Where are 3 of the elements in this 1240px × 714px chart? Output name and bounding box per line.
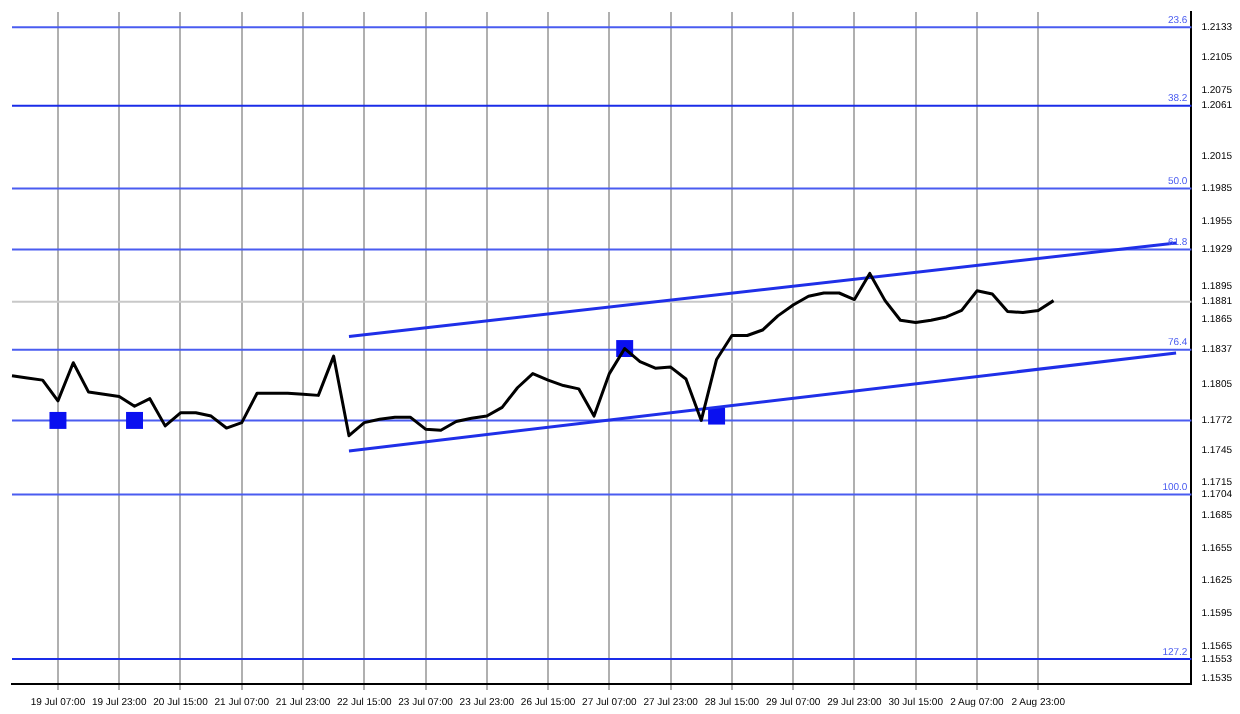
point (708, 407, 726, 425)
point (49, 411, 67, 429)
point (126, 411, 144, 429)
